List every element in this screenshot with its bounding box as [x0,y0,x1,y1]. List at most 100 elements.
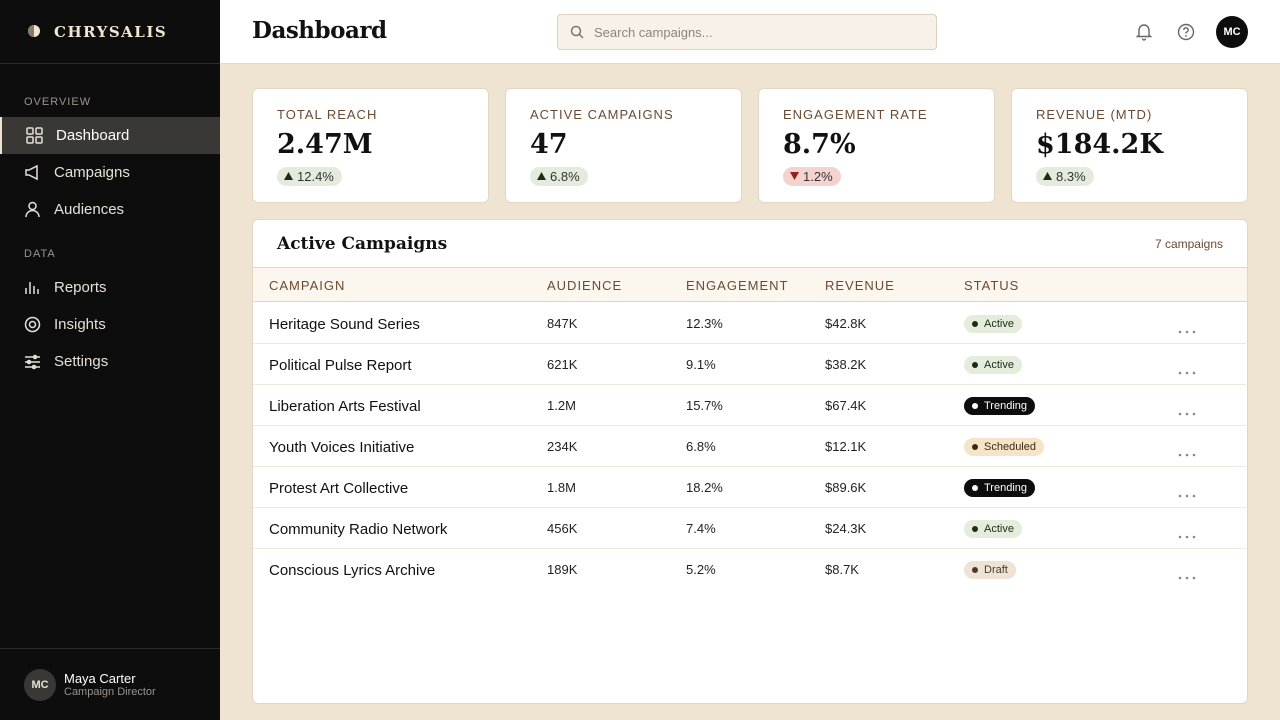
nav-label: Reports [54,279,107,296]
cell: $38.2K [825,357,867,372]
change-value: 12.4% [297,169,334,184]
cell: $89.6K [825,480,867,495]
row-menu[interactable] [1178,567,1196,585]
cell: 456K [547,521,578,536]
table-header: CAMPAIGN AUDIENCE ENGAGEMENT REVENUE STATUS [253,267,1247,302]
header: Dashboard Search campaigns... MC [220,0,1280,64]
user-role: Campaign Director [64,686,156,698]
divider [0,63,220,64]
bell-icon[interactable] [1136,23,1152,41]
more-icon [1178,412,1196,416]
nav-icon [25,282,39,294]
arrow-down [790,172,799,180]
stat-value: 8.7% [783,129,856,160]
cell: $67.4K [825,398,867,413]
search-icon [570,25,584,39]
status-badge: Active [964,315,1022,333]
nav-item[interactable]: Reports [0,269,220,306]
status-badge: Scheduled [964,438,1044,456]
cell: 9.1% [686,357,716,372]
column-header: STATUS [964,278,1020,293]
stat-card: ACTIVE CAMPAIGNS 47 6.8% [505,88,742,203]
table-row[interactable]: Liberation Arts Festival 1.2M 15.7% $67.4K T… [253,385,1246,426]
table-row[interactable]: Youth Voices Initiative 234K 6.8% $12.1K Sch… [253,426,1246,467]
cell: $42.8K [825,316,867,331]
nav-label: Insights [54,316,106,333]
change-badge: 8.3% [1036,167,1094,186]
table-row[interactable]: Protest Art Collective 1.8M 18.2% $89.6K Tre… [253,467,1246,508]
stat-label: ACTIVE CAMPAIGNS [530,107,674,122]
campaign-name: Youth Voices Initiative [269,439,415,456]
change-value: 6.8% [550,169,580,184]
cell: 234K [547,439,578,454]
change-value: 1.2% [803,169,833,184]
nav-label: Audiences [54,201,125,218]
nav-item[interactable]: Campaigns [0,154,220,191]
more-icon [1178,576,1196,580]
row-menu[interactable] [1178,321,1196,339]
stat-value: 47 [530,129,568,160]
status-badge: Active [964,356,1022,374]
nav-icon [25,201,40,218]
more-icon [1178,330,1196,334]
nav-item[interactable]: Settings [0,343,220,380]
help-icon[interactable] [1177,23,1195,41]
campaign-name: Community Radio Network [269,521,448,538]
cell: 18.2% [686,480,723,495]
cell: 12.3% [686,316,723,331]
arrow-up [284,172,293,180]
nav-item[interactable]: Insights [0,306,220,343]
table-row[interactable]: Community Radio Network 456K 7.4% $24.3K Act… [253,508,1246,549]
cell: 5.2% [686,562,716,577]
nav-item[interactable]: Dashboard [0,117,220,154]
change-badge: 12.4% [277,167,342,186]
more-icon [1178,535,1196,539]
user-avatar[interactable]: MC [24,669,56,701]
change-badge: 1.2% [783,167,841,186]
stat-value: 2.47M [277,129,373,160]
stat-card: TOTAL REACH 2.47M 12.4% [252,88,489,203]
row-menu[interactable] [1178,485,1196,503]
column-header: AUDIENCE [547,278,623,293]
arrow-up [1043,172,1052,180]
section-label: DATA [24,248,56,260]
nav-icon [24,316,41,333]
more-icon [1178,494,1196,498]
table-row[interactable]: Political Pulse Report 621K 9.1% $38.2K Acti… [253,344,1246,385]
cell: 7.4% [686,521,716,536]
avatar[interactable]: MC [1216,16,1248,48]
row-menu[interactable] [1178,526,1196,544]
nav-label: Dashboard [56,127,130,144]
status-badge: Draft [964,561,1016,579]
cell: $8.7K [825,562,859,577]
stat-card: ENGAGEMENT RATE 8.7% 1.2% [758,88,995,203]
table-title: Active Campaigns [277,234,448,254]
cell: $12.1K [825,439,867,454]
column-header: CAMPAIGN [269,278,346,293]
more-icon [1178,371,1196,375]
nav-item[interactable]: Audiences [0,191,220,228]
brand: CHRYSALIS [54,23,168,41]
row-menu[interactable] [1178,403,1196,421]
campaign-name: Heritage Sound Series [269,316,420,333]
cell: 621K [547,357,578,372]
arrow-up [537,172,546,180]
campaign-name: Political Pulse Report [269,357,412,374]
sidebar: CHRYSALIS OVERVIEW Dashboard Campaigns Audi… [0,0,220,720]
table-row[interactable]: Heritage Sound Series 847K 12.3% $42.8K Acti… [253,303,1246,344]
user-name: Maya Carter [64,671,136,686]
cell: 1.8M [547,480,576,495]
search-box[interactable]: Search campaigns... [557,14,937,50]
row-menu[interactable] [1178,362,1196,380]
status-badge: Trending [964,397,1036,415]
campaign-name: Conscious Lyrics Archive [269,562,436,579]
nav-icon [25,164,38,181]
status-badge: Active [964,520,1022,538]
row-menu[interactable] [1178,444,1196,462]
more-icon [1178,453,1196,457]
change-badge: 6.8% [530,167,588,186]
campaign-name: Liberation Arts Festival [269,398,421,415]
table-row[interactable]: Conscious Lyrics Archive 189K 5.2% $8.7K Dra… [253,549,1246,590]
cell: 15.7% [686,398,723,413]
